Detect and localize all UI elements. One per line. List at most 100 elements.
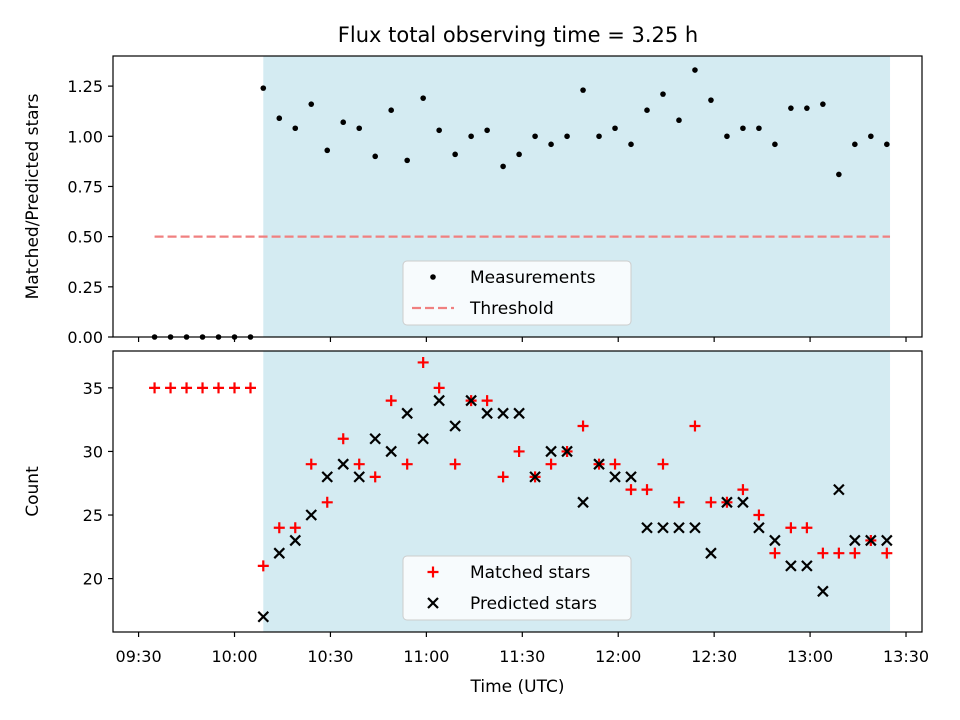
matched-stars-point: [497, 471, 509, 483]
measurement-point: [740, 125, 746, 132]
legend-label: Measurements: [470, 268, 596, 288]
bottom-panel-frame: [112, 350, 923, 633]
matched-stars-point: [769, 547, 781, 559]
x-tick-label: 11:00: [403, 647, 449, 666]
matched-stars-point: [785, 522, 797, 534]
matched-stars-point: [385, 395, 397, 407]
measurement-point: [612, 125, 618, 132]
legend-label: Matched stars: [470, 563, 590, 583]
matched-stars-point: [609, 458, 621, 470]
top-legend: Measurements Threshold: [402, 260, 632, 326]
measurement-point: [452, 151, 458, 158]
matched-stars-point: [257, 560, 269, 572]
predicted-stars-point: [401, 407, 413, 420]
legend-swatch: [427, 566, 439, 578]
y-tick-label: 0.00: [67, 328, 103, 347]
predicted-stars-point: [257, 610, 270, 623]
legend-label: Threshold: [469, 299, 554, 319]
matched-stars-point: [401, 458, 413, 470]
predicted-stars-point: [849, 534, 861, 547]
y-tick-label: 1.25: [67, 77, 103, 96]
predicted-stars-point: [305, 509, 318, 521]
predicted-stars-point: [625, 471, 637, 483]
measurement-point: [692, 67, 698, 73]
legend-swatch: [430, 274, 436, 280]
predicted-stars-point: [417, 432, 429, 445]
predicted-stars-point: [881, 534, 893, 547]
measurement-point: [772, 141, 778, 148]
predicted-stars-point: [689, 521, 701, 534]
matched-stars-point: [213, 382, 225, 394]
legend-label: Predicted stars: [470, 594, 597, 614]
predicted-stars-point: [705, 547, 717, 559]
y-tick-label: 20: [83, 570, 103, 589]
measurement-point: [708, 97, 714, 103]
predicted-stars-point: [833, 483, 845, 496]
measurement-point: [276, 115, 283, 122]
y-tick-label: 25: [83, 506, 103, 525]
y-tick-label: 30: [83, 442, 103, 461]
measurement-point: [468, 133, 474, 140]
legend-swatch: [427, 597, 439, 609]
y-tick-label: 0.25: [67, 278, 103, 297]
measurement-point: [404, 157, 410, 164]
x-axis-label: Time (UTC): [470, 677, 565, 697]
measurement-point: [372, 153, 379, 160]
top-y-axis-label: Matched/Predicted stars: [23, 93, 43, 299]
measurement-point: [724, 133, 730, 140]
matched-stars-point: [305, 458, 317, 470]
x-tick-label: 12:30: [691, 647, 737, 666]
matched-stars-point: [753, 509, 765, 521]
predicted-stars-point: [481, 407, 493, 420]
matched-stars-point: [833, 547, 845, 559]
measurement-point: [516, 151, 522, 158]
matched-stars-point: [289, 522, 301, 534]
matched-stars-point: [513, 445, 525, 457]
matched-stars-point: [369, 471, 381, 483]
matched-stars-point: [149, 382, 161, 394]
measurement-point: [836, 171, 842, 178]
measurement-point: [548, 141, 554, 148]
predicted-stars-point: [865, 534, 877, 547]
measurement-point: [820, 101, 826, 107]
matched-stars-point: [165, 382, 177, 394]
measurement-point: [324, 147, 331, 154]
x-tick-label: 13:30: [883, 647, 929, 666]
predicted-stars-point: [609, 471, 621, 483]
predicted-stars-point: [753, 521, 765, 534]
predicted-stars-point: [577, 496, 589, 509]
measurement-point: [580, 87, 586, 93]
measurement-point: [676, 117, 682, 124]
predicted-stars-point: [497, 407, 509, 420]
measurement-point: [756, 125, 762, 132]
matched-stars-point: [737, 484, 749, 496]
bottom-y-axis-label: Count: [23, 466, 43, 517]
predicted-stars-point: [817, 585, 829, 598]
matched-stars-point: [417, 356, 429, 368]
predicted-stars-point: [465, 394, 477, 407]
matched-stars-point: [273, 522, 285, 534]
measurement-point: [852, 141, 858, 148]
predicted-stars-point: [769, 534, 781, 547]
matched-stars-point: [817, 547, 829, 559]
matched-stars-point: [229, 382, 241, 394]
matched-stars-point: [657, 458, 669, 470]
measurement-point: [788, 105, 794, 111]
bottom-panel: 20 25 30 35 09:30 10:00 10:30 11:00 11:30 12:00 12…: [23, 350, 929, 697]
measurement-point: [308, 101, 315, 107]
matched-stars-point: [577, 420, 589, 432]
predicted-stars-point: [337, 458, 350, 470]
measurement-point: [628, 141, 634, 148]
predicted-stars-point: [593, 458, 605, 470]
predicted-stars-point: [641, 521, 653, 534]
matched-stars-point: [801, 522, 813, 534]
predicted-stars-point: [529, 471, 541, 483]
predicted-stars-point: [273, 547, 286, 559]
matched-stars-point: [689, 420, 701, 432]
predicted-stars-point: [369, 432, 381, 445]
measurement-point: [484, 127, 490, 134]
predicted-stars-point: [801, 560, 813, 572]
x-tick-label: 09:30: [116, 647, 162, 666]
